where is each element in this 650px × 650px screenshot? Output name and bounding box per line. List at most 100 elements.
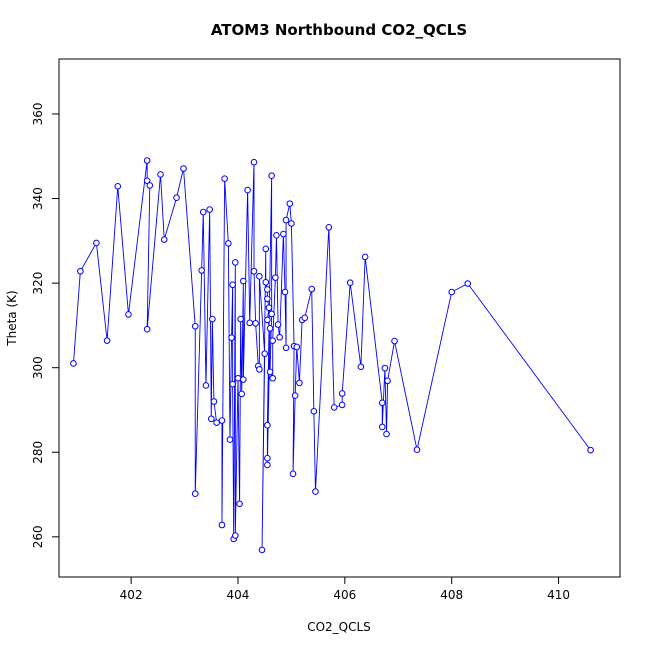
data-point (330, 404, 338, 411)
data-point (232, 532, 239, 539)
data-point (264, 295, 271, 303)
data-point (93, 239, 100, 247)
x-tick-label: 404 (227, 588, 250, 602)
data-point (381, 364, 389, 372)
data-point (274, 321, 282, 328)
y-tick-label: 280 (31, 441, 45, 464)
data-point (301, 314, 309, 322)
x-tick-label: 408 (440, 588, 463, 602)
data-point (70, 360, 77, 367)
y-tick-label: 260 (31, 525, 45, 548)
y-tick-label: 320 (31, 272, 45, 295)
data-point (246, 319, 254, 327)
chart-title: ATOM3 Northbound CO2_QCLS (211, 21, 467, 39)
data-point (269, 337, 277, 344)
data-point (226, 436, 234, 443)
y-tick-label: 340 (31, 187, 45, 210)
data-point (357, 363, 365, 371)
data-point (265, 304, 273, 311)
data-point (225, 240, 232, 247)
data-point (234, 374, 242, 382)
data-point (286, 200, 294, 207)
data-point (236, 500, 243, 508)
data-point (229, 380, 236, 388)
data-point (240, 277, 247, 285)
data-point (346, 279, 354, 286)
data-point (264, 316, 271, 324)
data-point (448, 288, 456, 296)
data-point (288, 220, 295, 227)
data-point (256, 273, 263, 280)
data-point (173, 194, 180, 201)
data-point (77, 267, 84, 275)
x-axis-label: CO2_QCLS (307, 620, 371, 634)
data-point (293, 343, 301, 351)
data-point (103, 337, 111, 344)
data-point (146, 182, 154, 189)
data-point (232, 259, 239, 266)
x-tick-label: 402 (120, 588, 143, 602)
data-point (191, 322, 199, 330)
data-point (262, 278, 270, 286)
data-point (269, 374, 277, 382)
x-axis: 402 404 406 408 410 (120, 576, 570, 602)
data-point (264, 286, 271, 293)
data-point (207, 415, 215, 423)
data-point (191, 490, 199, 498)
data-point (264, 461, 271, 469)
data-point (266, 368, 274, 376)
data-point (296, 379, 303, 387)
data-point (464, 280, 472, 287)
data-point (361, 253, 369, 261)
data-point (244, 186, 251, 194)
y-axis: 260 280 300 320 340 360 (31, 103, 60, 548)
data-point (143, 157, 151, 164)
data-point (210, 398, 218, 405)
data-point (378, 423, 386, 431)
data-point (256, 366, 263, 373)
data-point (338, 390, 346, 397)
data-point (291, 392, 299, 399)
data-point (264, 421, 271, 429)
data-point (276, 333, 283, 341)
data-point (325, 224, 333, 231)
data-point (289, 470, 297, 478)
data-point (312, 488, 319, 495)
data-point (157, 171, 164, 178)
data-point (250, 267, 258, 275)
y-axis-label: Theta (K) (5, 290, 19, 346)
data-point (391, 337, 398, 345)
data-point (240, 376, 247, 383)
data-point (237, 315, 244, 323)
data-point (280, 230, 287, 238)
data-point (378, 399, 386, 407)
data-point (206, 206, 213, 213)
data-point (218, 417, 226, 424)
data-point (308, 285, 316, 293)
data-point (268, 172, 275, 180)
data-point (383, 430, 390, 438)
data-point (228, 334, 235, 341)
data-point (238, 390, 246, 398)
data-point (310, 407, 318, 415)
y-tick-label: 300 (31, 356, 45, 379)
data-point (272, 274, 279, 281)
data-point (258, 546, 266, 554)
data-point (281, 288, 289, 296)
data-point (180, 165, 187, 172)
data-point (213, 419, 220, 426)
data-point (202, 382, 210, 389)
data-point (587, 446, 594, 454)
plot-area (70, 157, 594, 554)
data-point (160, 236, 168, 243)
data-point (199, 208, 207, 216)
y-tick-label: 360 (31, 103, 45, 126)
data-point (229, 281, 236, 289)
data-point (252, 319, 259, 327)
data-point (198, 267, 205, 274)
data-point (273, 232, 280, 239)
data-point (264, 454, 271, 462)
data-point (266, 325, 274, 332)
data-point (282, 216, 290, 224)
